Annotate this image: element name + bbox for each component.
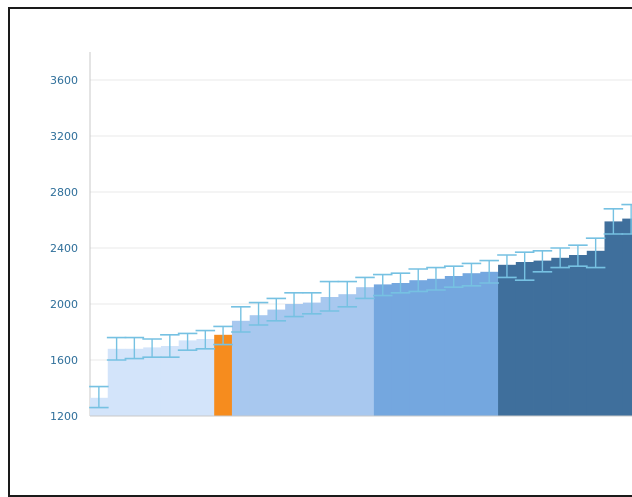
bar: [498, 264, 517, 416]
bar: [214, 334, 233, 416]
bar: [196, 339, 215, 416]
bar: [356, 287, 375, 416]
bar: [178, 340, 197, 416]
bar: [302, 302, 322, 416]
bar-chart: 1200 1600 2000 2400 2800 3200 3600: [50, 52, 632, 423]
bar: [622, 218, 632, 416]
bar: [586, 250, 605, 416]
bar: [515, 262, 534, 416]
y-tick-label: 3600: [50, 74, 78, 87]
y-tick-label: 1200: [50, 410, 78, 423]
bar: [249, 315, 268, 416]
y-tick-label: 3200: [50, 130, 78, 143]
bar: [444, 276, 463, 416]
bar: [338, 294, 357, 416]
bar: [373, 284, 393, 416]
y-tick-label: 1600: [50, 354, 78, 367]
bar: [427, 278, 446, 416]
bar: [533, 260, 552, 416]
y-tick-label: 2400: [50, 242, 78, 255]
bar: [125, 348, 144, 416]
bar: [107, 348, 126, 416]
bar: [320, 297, 339, 416]
bar: [160, 346, 180, 416]
bar: [391, 283, 410, 416]
bar: [143, 347, 162, 416]
y-tick-label: 2000: [50, 298, 78, 311]
y-tick-label: 2800: [50, 186, 78, 199]
bar: [267, 309, 286, 416]
bar: [604, 221, 623, 416]
bar: [462, 273, 481, 416]
bar: [569, 255, 588, 416]
bar: [285, 304, 304, 416]
bar: [551, 257, 570, 416]
bar: [231, 320, 251, 416]
bar: [480, 271, 499, 416]
bar: [409, 280, 428, 416]
